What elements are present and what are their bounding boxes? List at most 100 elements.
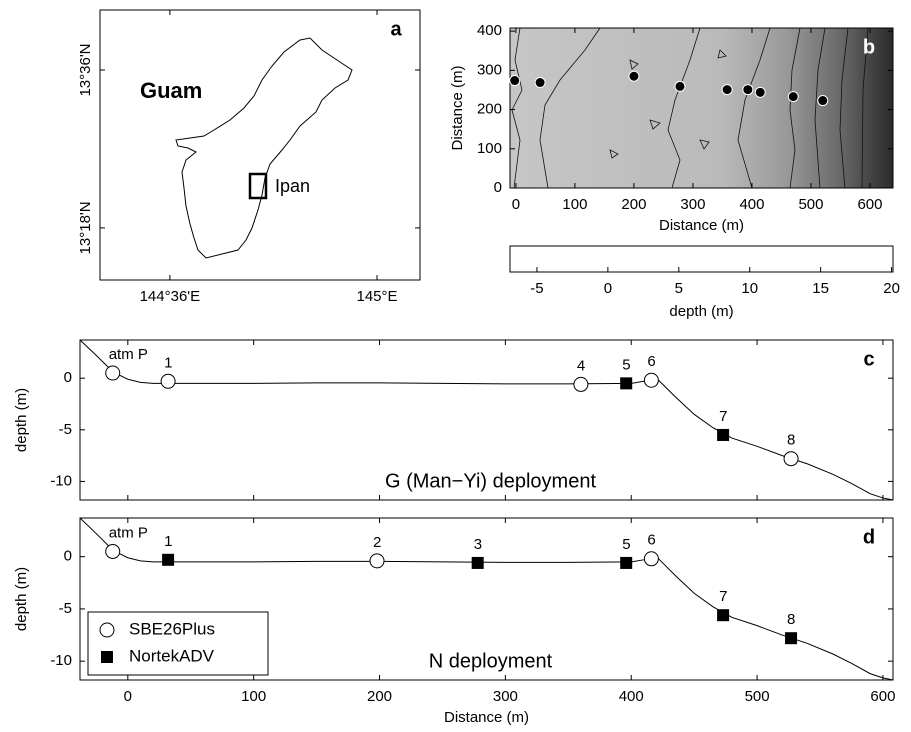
x-tick-label: 300 xyxy=(493,688,518,705)
x-tick-label: 400 xyxy=(619,688,644,705)
map-background xyxy=(100,10,420,280)
sensor-dot xyxy=(742,84,754,96)
sbe-marker xyxy=(160,373,176,389)
legend-label: NortekADV xyxy=(129,646,215,665)
x-tick-label: 200 xyxy=(621,196,646,213)
y-tick-label: -10 xyxy=(50,652,72,669)
contour xyxy=(539,27,601,189)
y-axis-label: Distance (m) xyxy=(449,65,466,150)
point-label: 4 xyxy=(577,357,585,374)
x-tick-label: 0 xyxy=(124,688,132,705)
x-tick-label: 15 xyxy=(812,280,829,297)
nortek-marker xyxy=(717,428,730,441)
ipan-box xyxy=(248,172,268,200)
y-tick-label: 200 xyxy=(477,101,502,118)
x-tick-label: 600 xyxy=(857,196,882,213)
point-label: 8 xyxy=(787,432,795,449)
axes-frame xyxy=(79,517,894,681)
point-label: 6 xyxy=(647,353,655,370)
sensor-dot xyxy=(534,77,546,89)
point-label: 3 xyxy=(474,536,482,553)
y-tick-label: 300 xyxy=(477,61,502,78)
axes-frame xyxy=(509,27,894,189)
sbe-marker xyxy=(573,376,589,392)
x-tick-label: 600 xyxy=(870,688,895,705)
sensor-dot xyxy=(817,95,829,107)
guam-outline xyxy=(175,37,353,259)
y-tick-label: 0 xyxy=(494,179,502,196)
sensor-dot xyxy=(674,80,686,92)
x-tick-label: 200 xyxy=(367,688,392,705)
deployment-label: N deployment xyxy=(429,650,553,672)
y-tick-label: 400 xyxy=(477,22,502,39)
x-tick-label: 144°36'E xyxy=(140,288,201,305)
sbe-marker xyxy=(643,551,659,567)
panel-label: c xyxy=(863,348,874,370)
y-tick-label: -5 xyxy=(59,600,72,617)
point-label: atm P xyxy=(109,346,148,363)
contour xyxy=(814,27,826,189)
legend-label: SBE26Plus xyxy=(129,619,215,638)
point-label: atm P xyxy=(109,524,148,541)
x-tick-label: 5 xyxy=(675,280,683,297)
x-tick-label: 300 xyxy=(680,196,705,213)
map-label: Ipan xyxy=(275,176,310,196)
legend-marker xyxy=(101,651,113,663)
x-tick-label: 100 xyxy=(241,688,266,705)
x-tick-label: 10 xyxy=(741,280,758,297)
sbe-marker xyxy=(105,543,121,559)
sbe-marker xyxy=(105,365,121,381)
x-tick-label: 500 xyxy=(798,196,823,213)
y-axis-label: depth (m) xyxy=(13,567,30,631)
bathymetry-fill xyxy=(510,28,893,188)
x-tick-label: -5 xyxy=(530,280,543,297)
map-label: Guam xyxy=(140,78,202,103)
sensor-dot xyxy=(754,86,766,98)
legend-box xyxy=(87,611,269,676)
point-label: 5 xyxy=(622,536,630,553)
bathymetry-image xyxy=(510,27,893,189)
x-tick-label: 0 xyxy=(604,280,612,297)
point-label: 5 xyxy=(622,356,630,373)
x-axis-label: depth (m) xyxy=(669,303,733,320)
point-label: 1 xyxy=(164,533,172,550)
contour xyxy=(667,27,701,189)
sbe-marker xyxy=(643,372,659,388)
nortek-marker xyxy=(471,556,484,569)
panel-label: d xyxy=(863,526,875,548)
nortek-marker xyxy=(620,377,633,390)
contour xyxy=(609,49,727,159)
point-label: 2 xyxy=(373,534,381,551)
sensor-dot xyxy=(721,84,733,96)
point-label: 7 xyxy=(719,588,727,605)
x-tick-label: 0 xyxy=(512,196,520,213)
contour xyxy=(861,27,869,189)
y-tick-label: 13°18'N xyxy=(77,201,94,254)
point-label: 6 xyxy=(647,532,655,549)
nortek-marker xyxy=(785,632,798,645)
axes-frame xyxy=(79,339,894,501)
x-tick-label: 400 xyxy=(739,196,764,213)
y-tick-label: 100 xyxy=(477,140,502,157)
map-panel: Guam Ipan xyxy=(100,10,420,280)
x-tick-label: 500 xyxy=(745,688,770,705)
x-tick-label: 20 xyxy=(883,280,900,297)
bathymetry-profile xyxy=(79,517,894,681)
bathymetry-profile xyxy=(79,339,894,501)
x-axis-label: Distance (m) xyxy=(444,709,529,726)
sbe-marker xyxy=(783,451,799,467)
x-tick-label: 145°E xyxy=(357,288,398,305)
y-tick-label: 13°36'N xyxy=(77,43,94,96)
sensor-dot xyxy=(509,75,521,87)
point-label: 1 xyxy=(164,354,172,371)
contour xyxy=(839,27,849,189)
axes-frame xyxy=(509,245,894,273)
sbe-marker xyxy=(369,553,385,569)
y-axis-label: depth (m) xyxy=(13,388,30,452)
x-axis-label: Distance (m) xyxy=(659,217,744,234)
nortek-marker xyxy=(717,609,730,622)
point-label: 7 xyxy=(719,408,727,425)
x-tick-label: 100 xyxy=(562,196,587,213)
y-tick-label: -5 xyxy=(59,421,72,438)
